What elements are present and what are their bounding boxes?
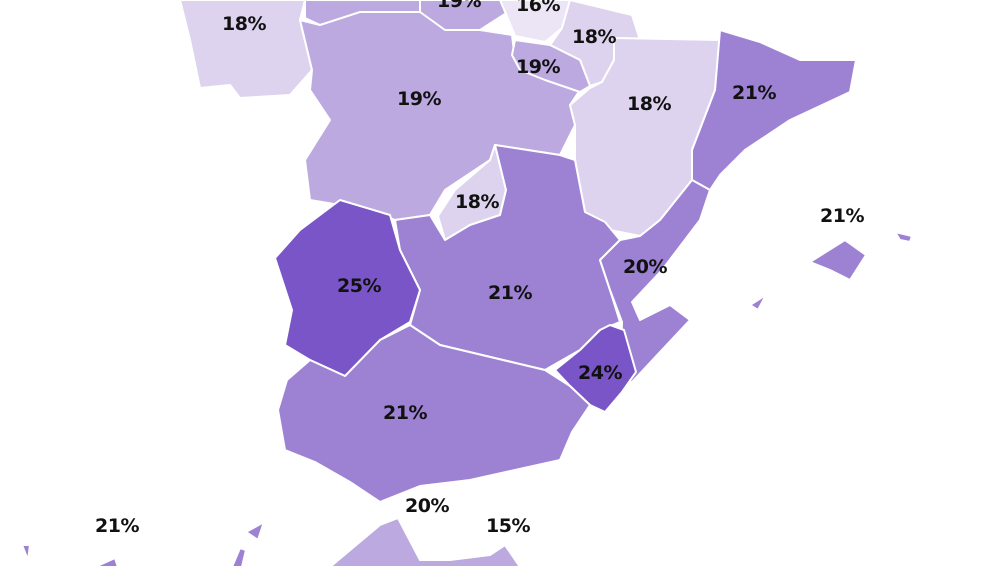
region-andalucia (277, 324, 591, 503)
label-castilla-leon: 19% (397, 88, 441, 110)
label-murcia: 24% (578, 362, 622, 384)
region-baleares (894, 231, 913, 243)
label-catalonia: 21% (732, 82, 776, 104)
region-canarias (94, 557, 119, 567)
label-galicia: 18% (222, 13, 266, 35)
label-north-16: 16% (516, 0, 560, 16)
label-extremadura: 25% (337, 275, 381, 297)
region-baleares (809, 239, 867, 281)
label-melilla: 15% (486, 515, 530, 537)
label-north-19: 19% (437, 0, 481, 12)
label-navarra: 18% (572, 26, 616, 48)
label-aragon: 18% (627, 93, 671, 115)
label-ceuta: 20% (405, 495, 449, 517)
label-andalucia: 21% (383, 402, 427, 424)
label-madrid: 18% (455, 191, 499, 213)
region-north-19 (419, 0, 509, 31)
region-south-20 (329, 517, 521, 567)
label-castilla-la-mancha: 21% (488, 282, 532, 304)
label-valencia: 20% (623, 256, 667, 278)
region-rioja (511, 39, 591, 93)
region-canarias (231, 547, 247, 567)
region-catalonia (691, 29, 857, 191)
label-canarias: 21% (95, 515, 139, 537)
region-canarias (21, 544, 31, 561)
region-basque (499, 0, 571, 43)
region-canarias (245, 521, 265, 541)
label-rioja: 19% (516, 56, 560, 78)
region-baleares (749, 294, 767, 311)
region-valencia (599, 179, 711, 383)
region-galicia (179, 0, 313, 99)
label-baleares: 21% (820, 205, 864, 227)
